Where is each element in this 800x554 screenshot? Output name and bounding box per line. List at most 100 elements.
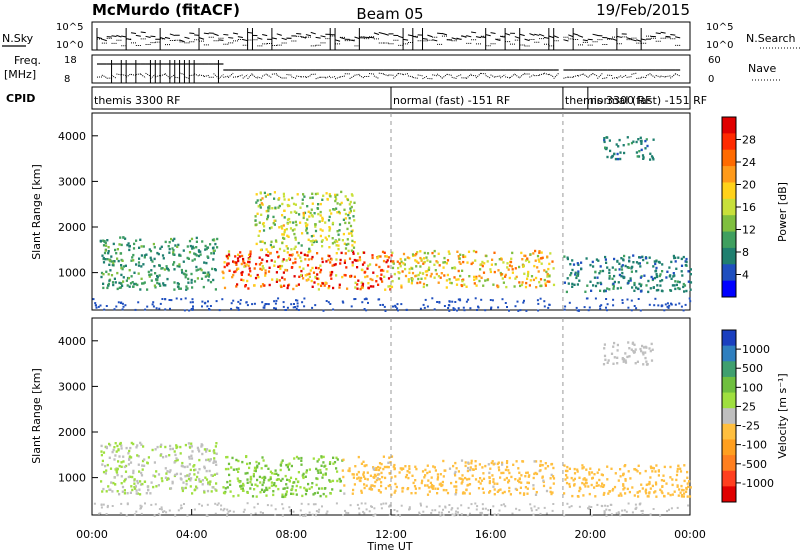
- echo-cell: [576, 495, 579, 498]
- echo-cell: [268, 266, 271, 269]
- echo-cell: [623, 276, 626, 279]
- cpid-segment-label: normal (fast) -151 RF: [393, 94, 510, 107]
- echo-cell: [165, 265, 168, 268]
- echo-cell: [257, 462, 261, 465]
- echo-cell: [303, 297, 306, 300]
- echo-cell: [256, 484, 259, 488]
- echo-cell: [419, 250, 422, 253]
- echo-cell: [425, 505, 428, 508]
- echo-cell: [516, 300, 519, 303]
- echo-cell: [343, 208, 346, 211]
- echo-cell: [208, 273, 211, 276]
- echo-cell: [449, 281, 452, 284]
- cpid-label: CPID: [6, 92, 35, 105]
- echo-cell: [173, 237, 176, 241]
- echo-cell: [388, 513, 391, 516]
- echo-cell: [361, 282, 365, 286]
- echo-cell: [689, 300, 692, 303]
- echo-cell: [262, 459, 265, 462]
- echo-cell: [299, 509, 302, 512]
- echo-cell: [249, 270, 252, 273]
- echo-cell: [286, 203, 289, 207]
- echo-cell: [265, 260, 269, 263]
- echo-cell: [216, 237, 219, 241]
- echo-cell: [237, 470, 240, 473]
- echo-cell: [179, 507, 182, 510]
- echo-cell: [149, 492, 152, 495]
- echo-cell: [671, 478, 674, 481]
- echo-cell: [405, 473, 408, 477]
- echo-cell: [503, 490, 506, 494]
- echo-cell: [339, 258, 342, 262]
- echo-cell: [399, 514, 401, 517]
- echo-cell: [630, 267, 633, 270]
- echo-cell: [568, 506, 571, 509]
- echo-cell: [439, 514, 442, 517]
- echo-cell: [358, 256, 361, 259]
- echo-cell: [317, 288, 320, 291]
- echo-cell: [458, 298, 461, 301]
- echo-cell: [424, 484, 427, 487]
- echo-cell: [301, 301, 304, 304]
- echo-cell: [228, 254, 231, 258]
- echo-cell: [135, 263, 138, 266]
- echo-cell: [619, 475, 622, 478]
- echo-cell: [262, 512, 264, 514]
- echo-cell: [649, 349, 652, 353]
- echo-cell: [293, 210, 296, 213]
- echo-cell: [636, 360, 639, 363]
- echo-cell: [469, 512, 471, 515]
- echo-cell: [479, 477, 482, 480]
- echo-cell: [259, 206, 262, 209]
- cpid-segment-label: themis 3300 RF: [94, 94, 181, 107]
- echo-cell: [363, 308, 366, 310]
- echo-cell: [378, 462, 382, 465]
- echo-cell: [173, 450, 176, 453]
- echo-cell: [430, 476, 433, 479]
- echo-cell: [647, 495, 650, 498]
- echo-cell: [641, 487, 644, 490]
- echo-cell: [261, 283, 265, 286]
- echo-cell: [296, 193, 299, 196]
- echo-cell: [313, 281, 316, 284]
- echo-cell: [212, 249, 215, 252]
- echo-cell: [282, 258, 285, 261]
- echo-cell: [360, 281, 363, 284]
- echo-cell: [467, 298, 470, 301]
- nsky-segment: [427, 34, 433, 38]
- echo-cell: [382, 303, 384, 306]
- nsky-segment: [369, 36, 375, 39]
- echo-cell: [322, 309, 325, 312]
- echo-cell: [181, 461, 184, 465]
- echo-cell: [184, 297, 187, 300]
- echo-cell: [297, 457, 300, 460]
- echo-cell: [295, 299, 297, 302]
- echo-cell: [198, 468, 201, 471]
- echo-cell: [126, 284, 129, 287]
- echo-cell: [210, 252, 213, 255]
- echo-cell: [482, 472, 485, 475]
- echo-cell: [498, 509, 501, 512]
- echo-cell: [155, 470, 158, 473]
- echo-cell: [281, 202, 284, 206]
- nsky-segment: [616, 35, 622, 38]
- nsky-segment: [485, 34, 491, 37]
- echo-cell: [419, 502, 422, 505]
- colorbar-swatch: [722, 470, 736, 487]
- echo-cell: [489, 467, 492, 470]
- echo-cell: [608, 490, 611, 493]
- echo-cell: [612, 282, 615, 285]
- echo-cell: [233, 261, 236, 264]
- echo-cell: [127, 277, 130, 280]
- echo-cell: [415, 260, 418, 263]
- echo-cell: [548, 275, 551, 278]
- echo-cell: [182, 249, 185, 252]
- echo-cell: [590, 289, 593, 292]
- echo-cell: [604, 258, 607, 261]
- echo-cell: [320, 487, 323, 490]
- echo-cell: [296, 299, 299, 302]
- echo-cell: [686, 495, 689, 498]
- echo-cell: [115, 470, 118, 473]
- echo-cell: [247, 273, 250, 276]
- echo-cell: [687, 485, 690, 488]
